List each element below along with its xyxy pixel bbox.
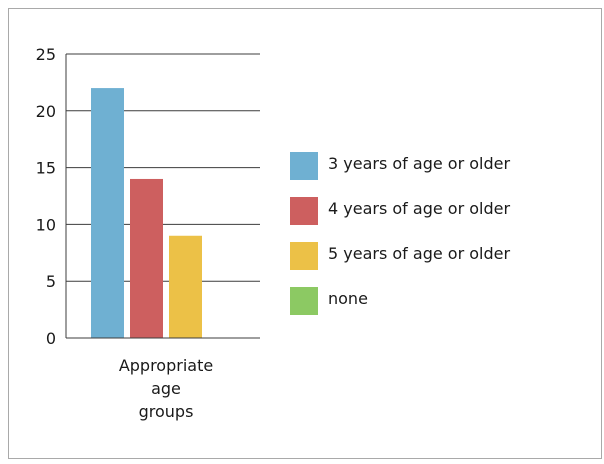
legend-label: 5 years of age or older [328, 244, 510, 263]
bar-5-years-of-age-or-older [169, 235, 202, 338]
legend: 3 years of age or older 4 years of age or… [290, 152, 510, 315]
bar-4-years-of-age-or-older [130, 178, 163, 338]
legend-label: 3 years of age or older [328, 154, 510, 173]
legend-swatch [290, 287, 318, 315]
legend-label: 4 years of age or older [328, 199, 510, 218]
y-tick-label: 25 [36, 45, 56, 64]
bar-chart: 0 5 10 15 20 25 Appropriate age groups 3 years o… [36, 45, 511, 421]
legend-swatch [290, 197, 318, 225]
x-category-label: age [151, 379, 181, 398]
legend-swatch [290, 152, 318, 180]
x-category-label: groups [139, 402, 194, 421]
x-category-label: Appropriate [119, 356, 213, 375]
legend-label: none [328, 289, 368, 308]
y-tick-label: 10 [36, 215, 56, 234]
legend-swatch [290, 242, 318, 270]
axes: 0 5 10 15 20 25 Appropriate age groups [36, 45, 260, 421]
chart-frame: 0 5 10 15 20 25 Appropriate age groups 3 years o… [8, 8, 602, 459]
bar-3-years-of-age-or-older [91, 88, 124, 338]
y-tick-label: 20 [36, 102, 56, 121]
y-tick-label: 15 [36, 159, 56, 178]
y-tick-label: 0 [46, 329, 56, 348]
bars [91, 88, 202, 338]
y-tick-label: 5 [46, 272, 56, 291]
